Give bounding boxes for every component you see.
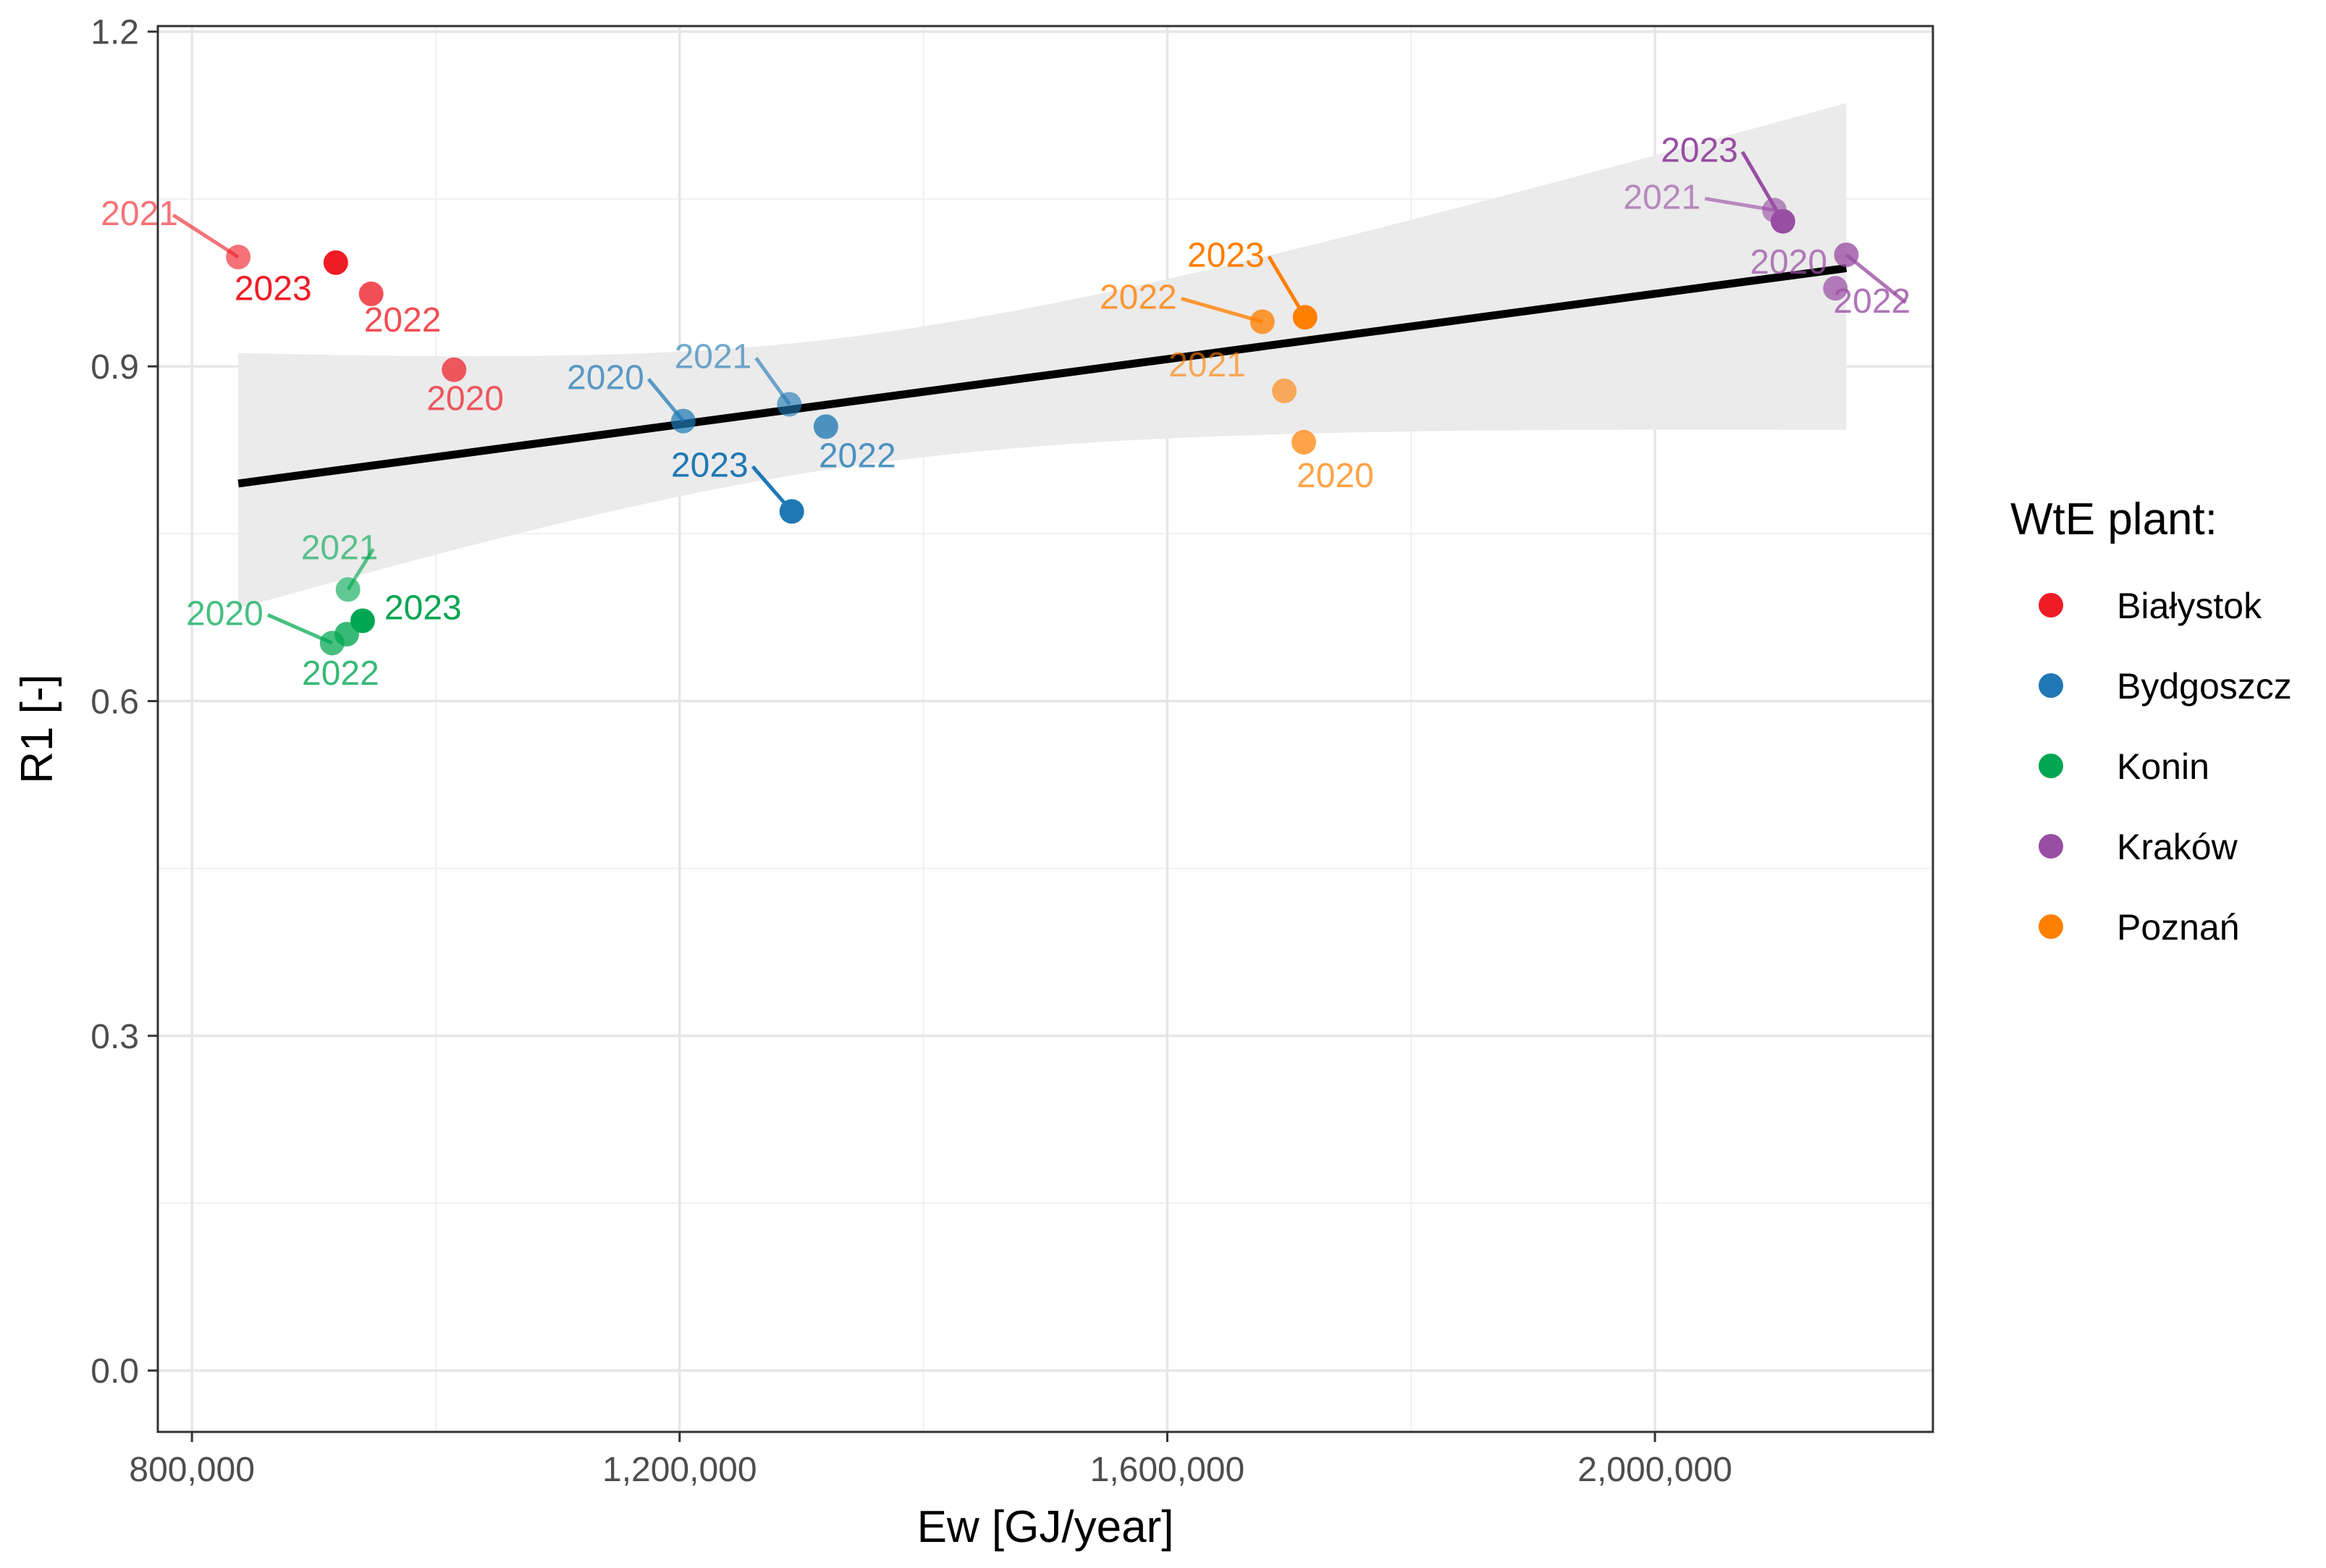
point-label-bydgoszcz-2021: 2021 <box>675 337 752 376</box>
point-label-białystok-2022: 2022 <box>364 301 442 340</box>
point-label-kraków-2023: 2023 <box>1661 132 1738 170</box>
legend-label-konin: Konin <box>2117 746 2209 787</box>
label-leader-poznań-2022 <box>1181 297 1263 324</box>
label-leader-kraków-2022 <box>1845 253 1907 304</box>
point-label-białystok-2021: 2021 <box>101 195 178 233</box>
point-label-konin-2023: 2023 <box>384 589 462 627</box>
confidence-band <box>238 103 1847 609</box>
y-axis-title: R1 [-] <box>12 674 62 784</box>
plot-panel-border <box>156 25 1934 1433</box>
legend-items: Białystok Bydgoszcz Konin Kraków Poznań <box>2039 586 2292 948</box>
x-tick-label: 2,000,000 <box>1577 1451 1732 1489</box>
point-label-poznań-2022: 2022 <box>1100 278 1177 316</box>
point-kraków-2023 <box>1770 208 1795 234</box>
y-tick-label: 0.0 <box>90 1352 139 1391</box>
y-tick-label: 1.2 <box>90 14 139 52</box>
point-label-poznań-2020: 2020 <box>1297 457 1374 495</box>
legend-key-bydgoszcz <box>2039 673 2063 698</box>
point-kraków-2022 <box>1834 242 1859 267</box>
point-bydgoszcz-2021 <box>777 392 802 417</box>
point-białystok-2023 <box>323 250 348 275</box>
point-label-bydgoszcz-2022: 2022 <box>819 437 896 475</box>
point-label-poznań-2021: 2021 <box>1168 346 1246 384</box>
point-bydgoszcz-2023 <box>779 499 804 524</box>
point-białystok-2021 <box>226 245 251 270</box>
y-tick-label: 0.9 <box>90 348 139 387</box>
x-axis-ticks: 800,000 1,200,000 1,600,000 2,000,000 <box>129 1432 1732 1489</box>
point-label-konin-2021: 2021 <box>301 528 379 567</box>
point-białystok-2020 <box>442 357 467 382</box>
x-tick-label: 800,000 <box>129 1451 255 1489</box>
x-axis-title: Ew [GJ/year] <box>917 1502 1174 1552</box>
point-label-kraków-2021: 2021 <box>1623 178 1701 216</box>
x-tick-label: 1,600,000 <box>1090 1451 1245 1489</box>
point-poznań-2023 <box>1292 305 1318 330</box>
legend: WtE plant: Białystok Bydgoszcz Konin Kraków… <box>2010 494 2292 948</box>
point-label-białystok-2020: 2020 <box>426 380 504 418</box>
x-tick-label: 1,200,000 <box>602 1451 757 1489</box>
legend-key-białystok <box>2039 593 2063 617</box>
point-bydgoszcz-2022 <box>813 414 838 439</box>
point-label-layer: 2020202120222023202020212022202320202021… <box>101 132 1910 693</box>
y-tick-label: 0.6 <box>90 683 139 721</box>
point-label-kraków-2020: 2020 <box>1750 243 1827 282</box>
point-białystok-2022 <box>358 281 384 306</box>
y-axis-ticks: 0.0 0.3 0.6 0.9 1.2 <box>90 14 158 1391</box>
trend-line <box>237 264 1847 488</box>
point-konin-2021 <box>335 577 361 602</box>
point-label-białystok-2023: 2023 <box>235 270 312 308</box>
legend-key-poznań <box>2039 914 2063 939</box>
point-label-kraków-2022: 2022 <box>1833 282 1910 321</box>
point-poznań-2020 <box>1291 429 1317 455</box>
legend-key-konin <box>2039 754 2063 778</box>
point-label-bydgoszcz-2020: 2020 <box>567 359 644 397</box>
trend-line-layer <box>237 264 1847 488</box>
legend-label-białystok: Białystok <box>2117 586 2262 626</box>
point-label-bydgoszcz-2023: 2023 <box>671 446 749 484</box>
point-bydgoszcz-2020 <box>670 408 696 434</box>
legend-label-bydgoszcz: Bydgoszcz <box>2117 666 2292 707</box>
point-label-poznań-2023: 2023 <box>1187 236 1265 274</box>
point-kraków-2020 <box>1823 276 1848 301</box>
legend-label-poznań: Poznań <box>2117 907 2240 948</box>
label-leader-białystok-2021 <box>172 213 240 259</box>
point-label-konin-2022: 2022 <box>302 654 379 693</box>
legend-title: WtE plant: <box>2010 494 2217 544</box>
point-konin-2023 <box>350 608 375 633</box>
confidence-band-layer <box>238 103 1847 609</box>
data-point-layer <box>226 198 1859 656</box>
legend-label-kraków: Kraków <box>2117 827 2238 867</box>
point-label-konin-2020: 2020 <box>186 594 264 633</box>
point-poznań-2021 <box>1272 378 1297 403</box>
legend-key-kraków <box>2039 834 2063 859</box>
point-poznań-2022 <box>1250 309 1275 334</box>
y-tick-label: 0.3 <box>90 1018 139 1056</box>
